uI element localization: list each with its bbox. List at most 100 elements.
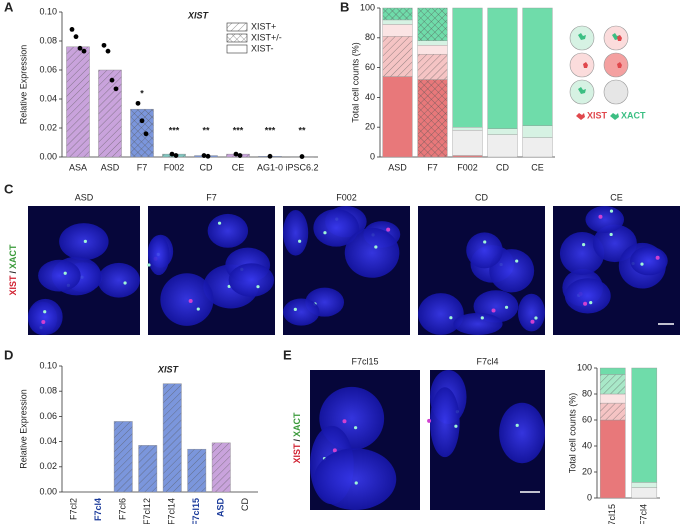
xist-blob <box>617 62 622 68</box>
stain-part: XACT <box>292 412 302 437</box>
legend-label: XIST+ <box>251 21 276 31</box>
nucleus <box>283 298 320 326</box>
data-point <box>299 154 305 159</box>
legend-label: XACT <box>621 110 646 120</box>
legend-blob <box>610 113 619 120</box>
data-point <box>143 131 149 137</box>
data-point <box>173 153 179 158</box>
y-tick-label: 60 <box>365 62 375 72</box>
y-tick-label: 100 <box>360 2 375 12</box>
xact-spot <box>640 262 644 266</box>
y-tick-label: 0.00 <box>39 486 57 496</box>
legend-swatch <box>226 33 248 43</box>
bar-segment <box>417 53 448 80</box>
y-tick-label: 0 <box>370 151 375 161</box>
xist-spot <box>427 418 432 423</box>
xact-spot <box>323 231 327 235</box>
legend-label: XIST <box>587 110 608 120</box>
x-tick-label: F7cl15 <box>607 504 617 524</box>
xist-spot <box>491 308 496 313</box>
bar <box>138 445 158 493</box>
y-tick-label: 0 <box>587 492 592 502</box>
x-tick-label: iPSC6.2 <box>285 162 318 172</box>
xact-spot <box>449 316 453 320</box>
nucleus <box>228 263 275 297</box>
bar-segment <box>382 76 413 158</box>
data-point <box>73 34 79 40</box>
image-label: F7cl4 <box>476 356 498 366</box>
xact-blob <box>578 87 586 94</box>
xact-spot <box>454 424 458 428</box>
x-tick-label: F7 <box>427 162 438 172</box>
nucleus <box>499 402 545 464</box>
y-tick-label: 0.02 <box>39 461 57 471</box>
y-tick-label: 20 <box>365 122 375 132</box>
bar-segment <box>382 36 413 77</box>
legend-label: XIST- <box>251 43 274 53</box>
bar-segment <box>382 7 413 21</box>
xact-spot <box>374 245 378 249</box>
stain-label: XIST/ XACT <box>292 412 302 464</box>
xact-spot <box>354 481 358 485</box>
x-tick-label: ASD <box>216 498 226 518</box>
xist-spot <box>188 299 193 304</box>
image-label: F002 <box>336 192 357 202</box>
xact-spot <box>534 316 538 320</box>
xact-spot <box>609 209 614 213</box>
nucleus <box>517 293 546 332</box>
significance: * <box>140 89 144 99</box>
nucleus <box>313 448 397 510</box>
legend-blob <box>576 113 585 120</box>
bar-segment <box>452 129 483 156</box>
data-point <box>205 153 211 159</box>
x-tick-label: ASD <box>388 162 407 172</box>
y-tick-label: 0.10 <box>39 6 57 16</box>
y-axis-label: Relative Expression <box>18 45 28 125</box>
bar-segment <box>452 155 483 158</box>
bar-segment <box>487 134 518 158</box>
xist-spot <box>530 319 535 324</box>
xist-blob <box>617 35 622 41</box>
panel-letter: E <box>283 347 292 362</box>
bar-segment <box>599 367 626 375</box>
significance: *** <box>233 125 244 135</box>
data-point <box>139 118 145 124</box>
xact-spot <box>123 281 127 285</box>
bar-segment <box>599 374 626 395</box>
bar-segment <box>382 24 413 37</box>
cell-icon <box>603 79 629 105</box>
legend-swatch <box>226 22 248 32</box>
stain-label: XIST/ XACT <box>8 244 18 296</box>
bar-segment <box>417 40 448 46</box>
bar <box>187 448 207 493</box>
x-tick-label: AG1-0 <box>257 162 283 172</box>
data-point <box>233 151 239 157</box>
bar <box>211 442 231 493</box>
xist-spot <box>655 255 660 260</box>
data-point <box>169 151 175 157</box>
xact-spot <box>589 301 593 305</box>
bar-segment <box>631 367 658 483</box>
x-tick-label: F7cl12 <box>142 498 152 524</box>
xact-spot <box>63 271 67 275</box>
bar-segment <box>417 7 448 41</box>
data-point <box>113 86 119 92</box>
xact-spot <box>480 316 484 320</box>
image-label: ASD <box>75 192 94 202</box>
bar-segment <box>599 402 626 421</box>
bar <box>98 69 122 158</box>
xist-spot <box>342 419 347 424</box>
significance: *** <box>169 125 180 135</box>
stain-part: XIST <box>292 443 302 464</box>
data-point <box>69 27 75 32</box>
x-tick-label: CD <box>200 162 213 172</box>
data-point <box>135 100 141 106</box>
stain-part: / <box>292 439 302 442</box>
nucleus <box>160 273 214 326</box>
cell-icon <box>603 52 629 78</box>
chart-title: XIST <box>187 10 210 20</box>
nucleus <box>489 249 535 293</box>
xact-spot <box>504 305 509 309</box>
image-label: F7cl15 <box>351 356 378 366</box>
